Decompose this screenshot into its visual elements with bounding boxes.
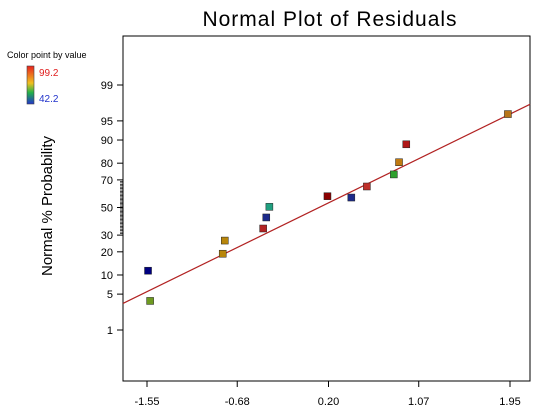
y-axis-label: Normal % Probability <box>39 135 56 276</box>
data-point <box>146 297 154 305</box>
data-point <box>363 182 371 191</box>
data-point <box>221 236 229 245</box>
y-tick-label: 90 <box>101 135 113 147</box>
y-tick-label: 30 <box>101 230 113 242</box>
x-tick-label: -1.55 <box>134 396 159 408</box>
legend-title: Color point by value <box>7 50 87 60</box>
plot-area <box>122 35 531 382</box>
data-point <box>390 170 398 179</box>
data-point <box>395 158 403 166</box>
y-axis: 1 5 10 20 30 50 70 80 90 95 99 <box>101 80 123 337</box>
x-tick-label: -0.68 <box>225 396 250 408</box>
y-tick-label: 80 <box>101 158 113 170</box>
data-point <box>259 224 267 233</box>
legend-gradient-bar <box>26 65 35 105</box>
data-point <box>347 193 356 202</box>
legend-max-label: 99.2 <box>39 68 59 79</box>
color-legend: Color point by value 99.2 42.2 <box>7 50 87 105</box>
y-tick-label: 5 <box>107 289 113 301</box>
data-point <box>504 110 512 118</box>
data-point <box>218 249 227 258</box>
x-tick-label: 0.20 <box>318 396 339 408</box>
fit-line <box>122 103 531 304</box>
data-point <box>144 266 152 275</box>
y-tick-label: 99 <box>101 80 113 92</box>
data-point <box>262 213 271 222</box>
x-axis: -1.55 -0.68 0.20 1.07 1.95 <box>134 381 521 408</box>
y-tick-label: 70 <box>101 175 113 187</box>
y-tick-label: 1 <box>107 325 113 337</box>
y-tick-label: 20 <box>101 247 113 259</box>
data-points <box>144 110 512 305</box>
y-tick-label: 10 <box>101 270 113 282</box>
x-tick-label: 1.95 <box>499 396 520 408</box>
data-point <box>323 192 332 200</box>
y-tick-label: 95 <box>101 116 113 128</box>
chart-title: Normal Plot of Residuals <box>202 8 457 31</box>
data-point <box>265 203 274 211</box>
x-tick-label: 1.07 <box>408 396 429 408</box>
data-point <box>402 140 411 149</box>
legend-min-label: 42.2 <box>39 94 59 105</box>
y-tick-label: 50 <box>101 203 113 215</box>
